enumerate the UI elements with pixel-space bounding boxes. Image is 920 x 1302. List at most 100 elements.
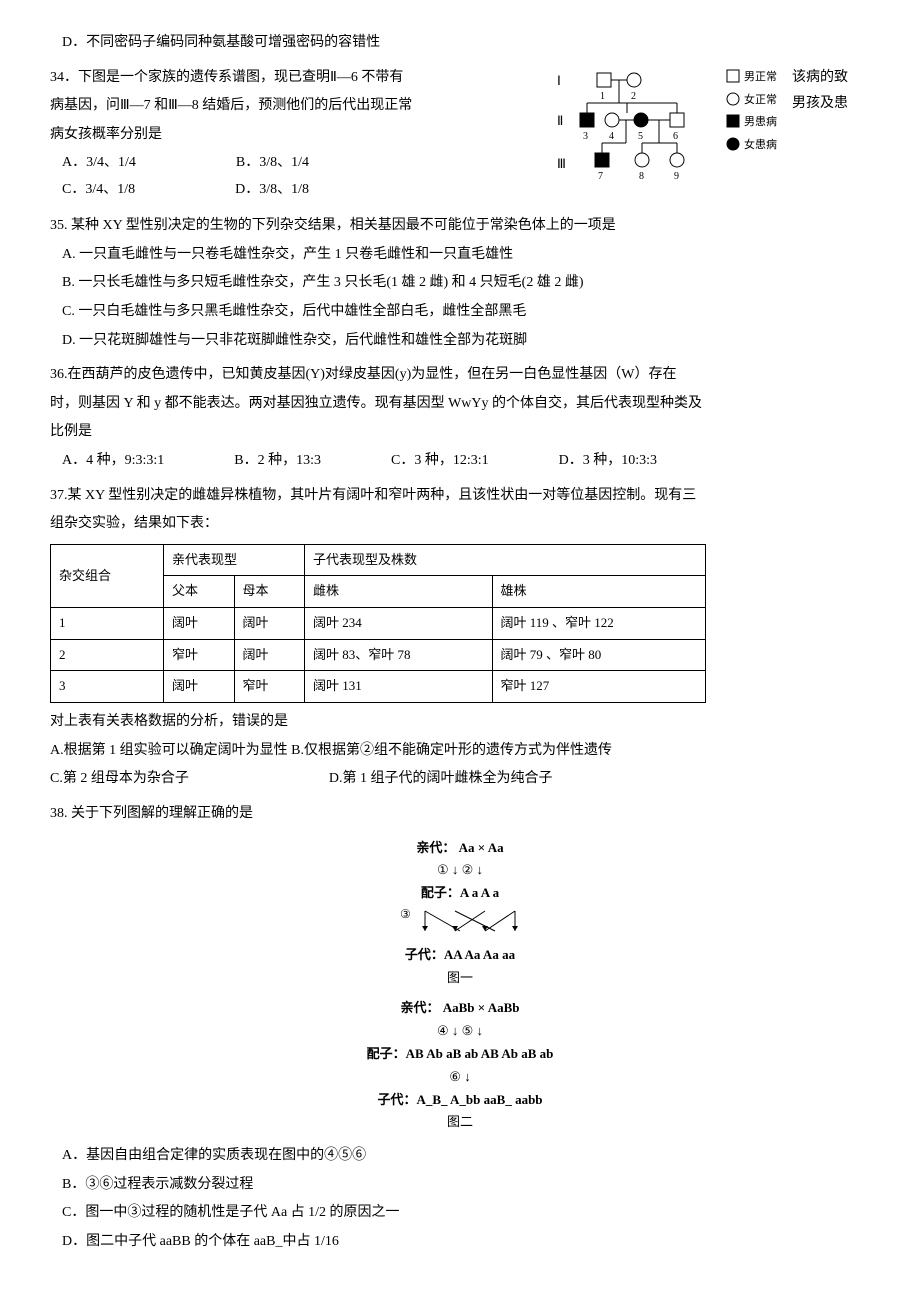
stem-line-2: 病基因，问Ⅲ—7 和Ⅲ—8 结婚后，预测他们的后代出现正常 <box>50 93 542 120</box>
option-b: B．3/8、1/4 <box>236 150 309 177</box>
female-normal-icon <box>670 153 684 167</box>
gen2-label: Ⅱ <box>557 113 563 128</box>
d1-l5: 子代：AA Aa Aa aa <box>50 945 870 966</box>
option-a: A．基因自由组合定律的实质表现在图中的④⑤⑥ <box>50 1143 870 1170</box>
option-d: D. 一只花斑脚雄性与一只非花斑脚雌性杂交，后代雌性和雄性全部为花斑脚 <box>50 328 870 355</box>
svg-text:1: 1 <box>600 91 605 102</box>
table-header-row-1: 杂交组合 亲代表现型 子代表现型及株数 <box>51 544 706 576</box>
cell: 窄叶 <box>164 639 234 671</box>
options-row-2: C．3/4、1/8 D．3/8、1/8 <box>50 177 542 204</box>
stem-line-1: 36.在西葫芦的皮色遗传中，已知黄皮基因(Y)对绿皮基因(y)为显性，但在另一白… <box>50 362 870 389</box>
d2-l1: 亲代： AaBb × AaBb <box>50 998 870 1019</box>
d2-l4: ⑥ ↓ <box>50 1067 870 1088</box>
table-row: 3 阔叶 窄叶 阔叶 131 窄叶 127 <box>51 671 706 703</box>
table-row: 2 窄叶 阔叶 阔叶 83、窄叶 78 阔叶 79 、窄叶 80 <box>51 639 706 671</box>
stem-line-1: 37.某 XY 型性别决定的雌雄异株植物，其叶片有阔叶和窄叶两种，且该性状由一对… <box>50 483 870 510</box>
legend-male-normal-icon <box>727 70 739 82</box>
svg-text:3: 3 <box>583 131 588 142</box>
tail1: 该病的致 <box>792 65 870 92</box>
text: 亲代： AaBb × AaBb <box>400 1000 519 1015</box>
option-b: B．③⑥过程表示减数分裂过程 <box>50 1172 870 1199</box>
cell: 窄叶 127 <box>492 671 705 703</box>
q37: 37.某 XY 型性别决定的雌雄异株植物，其叶片有阔叶和窄叶两种，且该性状由一对… <box>50 483 870 793</box>
option-c: C. 一只白毛雄性与多只黑毛雌性杂交，后代中雄性全部白毛，雌性全部黑毛 <box>50 299 870 326</box>
q34: 34．下图是一个家族的遗传系谱图，现已查明Ⅱ—6 不带有 病基因，问Ⅲ—7 和Ⅲ… <box>50 65 870 206</box>
gen1-label: Ⅰ <box>557 73 561 88</box>
female-normal-icon <box>605 113 619 127</box>
d2-l3: 配子：AB Ab aB ab AB Ab aB ab <box>50 1044 870 1065</box>
cell: 阔叶 <box>164 671 234 703</box>
svg-text:7: 7 <box>598 171 603 182</box>
stem-line-2: 时，则基因 Y 和 y 都不能表达。两对基因独立遗传。现有基因型 WwYy 的个… <box>50 391 870 418</box>
male-affected-icon <box>580 113 594 127</box>
option-d: D．3 种，10:3:3 <box>559 448 657 475</box>
stem-part: 病基因，问Ⅲ—7 和Ⅲ—8 结婚后，预测他们的后代出现正常 <box>50 98 412 113</box>
options-row-1: A．3/4、1/4 B．3/8、1/4 <box>50 150 542 177</box>
female-affected-icon <box>634 113 648 127</box>
cell: 阔叶 83、窄叶 78 <box>304 639 492 671</box>
legend-female-affected-icon <box>727 138 739 150</box>
q37-table: 杂交组合 亲代表现型 子代表现型及株数 父本 母本 雌株 雄株 1 阔叶 阔叶 … <box>50 544 706 703</box>
text: 配子：AB Ab aB ab AB Ab aB ab <box>367 1046 554 1061</box>
svg-text:5: 5 <box>638 131 643 142</box>
cell: 阔叶 <box>164 608 234 640</box>
header-mother: 母本 <box>234 576 304 608</box>
cell: 阔叶 <box>234 639 304 671</box>
legend-female-normal-icon <box>727 93 739 105</box>
option-cd-row: C.第 2 组母本为杂合子 D.第 1 组子代的阔叶雌株全为纯合子 <box>50 766 870 793</box>
option-c: C．3 种，12:3:1 <box>391 448 489 475</box>
text: 亲代： Aa × Aa <box>416 840 503 855</box>
male-normal-icon <box>597 73 611 87</box>
cell: 阔叶 79 、窄叶 80 <box>492 639 705 671</box>
cell: 3 <box>51 671 164 703</box>
q33-option-d: D．不同密码子编码同种氨基酸可增强密码的容错性 <box>50 30 870 57</box>
svg-text:9: 9 <box>674 171 679 182</box>
d2-caption: 图二 <box>50 1112 870 1133</box>
header-female: 雌株 <box>304 576 492 608</box>
svg-text:4: 4 <box>609 131 614 142</box>
svg-text:6: 6 <box>673 131 678 142</box>
legend-label: 男患病 <box>744 114 777 128</box>
option-ab: A.根据第 1 组实验可以确定阔叶为显性 B.仅根据第②组不能确定叶形的遗传方式… <box>50 738 870 765</box>
tail2: 男孩及患 <box>792 91 870 118</box>
d1-caption: 图一 <box>50 968 870 989</box>
stem-line-3: 比例是 <box>50 419 870 446</box>
option-a: A．3/4、1/4 <box>62 150 136 177</box>
cell: 阔叶 119 、窄叶 122 <box>492 608 705 640</box>
diagram2: 亲代： AaBb × AaBb ④ ↓ ⑤ ↓ 配子：AB Ab aB ab A… <box>50 998 870 1133</box>
q34-text: 34．下图是一个家族的遗传系谱图，现已查明Ⅱ—6 不带有 病基因，问Ⅲ—7 和Ⅲ… <box>50 65 542 204</box>
options-row: A．4 种，9:3:3:1 B．2 种，13:3 C．3 种，12:3:1 D．… <box>50 448 870 475</box>
cell: 阔叶 131 <box>304 671 492 703</box>
text: 配子：A a A a <box>421 885 499 900</box>
cell: 1 <box>51 608 164 640</box>
cell: 阔叶 234 <box>304 608 492 640</box>
header-parent: 亲代表现型 <box>164 544 305 576</box>
option-c: C．图一中③过程的随机性是子代 Aa 占 1/2 的原因之一 <box>50 1200 870 1227</box>
option-d: D．3/8、1/8 <box>235 177 309 204</box>
stem-part: 34．下图是一个家族的遗传系谱图，现已查明Ⅱ—6 不带有 <box>50 70 403 85</box>
female-normal-icon <box>627 73 641 87</box>
option-c: C．3/4、1/8 <box>62 177 135 204</box>
d1-l3: 配子：A a A a <box>50 883 870 904</box>
d2-l2: ④ ↓ ⑤ ↓ <box>50 1021 870 1042</box>
tail-text: 该病的致 男孩及患 <box>792 65 870 118</box>
option-b: B．2 种，13:3 <box>234 448 321 475</box>
q35: 35. 某种 XY 型性别决定的生物的下列杂交结果，相关基因最不可能位于常染色体… <box>50 213 870 354</box>
gen3-label: Ⅲ <box>557 156 566 171</box>
option-text: D．不同密码子编码同种氨基酸可增强密码的容错性 <box>50 30 870 57</box>
header-father: 父本 <box>164 576 234 608</box>
after-text: 对上表有关表格数据的分析，错误的是 <box>50 709 870 736</box>
legend-label: 女正常 <box>744 92 777 106</box>
diagram1: 亲代： Aa × Aa ① ↓ ② ↓ 配子：A a A a ③ 子代：AA A… <box>50 838 870 989</box>
q38: 38. 关于下列图解的理解正确的是 亲代： Aa × Aa ① ↓ ② ↓ 配子… <box>50 801 870 1256</box>
female-normal-icon <box>635 153 649 167</box>
q34-container: 34．下图是一个家族的遗传系谱图，现已查明Ⅱ—6 不带有 病基因，问Ⅲ—7 和Ⅲ… <box>50 65 870 206</box>
legend-label: 女患病 <box>744 137 777 151</box>
d1-l1: 亲代： Aa × Aa <box>50 838 870 859</box>
option-a: A. 一只直毛雌性与一只卷毛雄性杂交，产生 1 只卷毛雌性和一只直毛雄性 <box>50 242 870 269</box>
stem-line-2: 组杂交实验，结果如下表： <box>50 511 870 538</box>
svg-text:2: 2 <box>631 91 636 102</box>
table-row: 1 阔叶 阔叶 阔叶 234 阔叶 119 、窄叶 122 <box>51 608 706 640</box>
text: 子代：AA Aa Aa aa <box>405 947 515 962</box>
svg-text:8: 8 <box>639 171 644 182</box>
